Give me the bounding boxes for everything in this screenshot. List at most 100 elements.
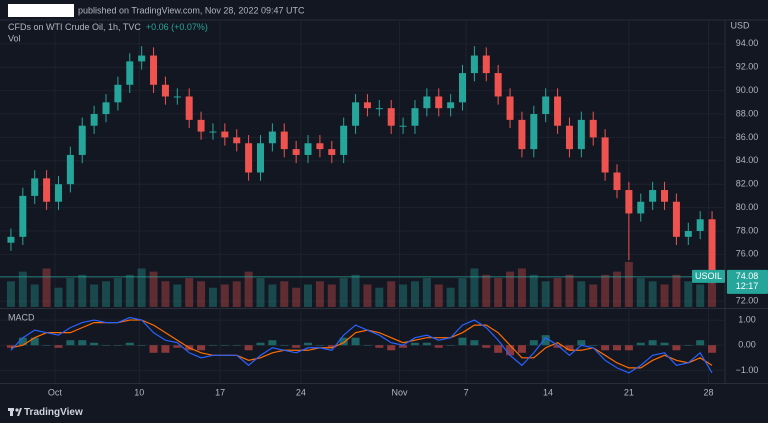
x-tick-label: 24 bbox=[296, 387, 306, 397]
volume-bar bbox=[102, 281, 111, 307]
histogram-bar bbox=[66, 340, 75, 346]
logo-shape bbox=[17, 408, 22, 416]
volume-bar bbox=[541, 281, 550, 307]
price-tag-value: 74.08 bbox=[736, 271, 759, 281]
volume-bar bbox=[161, 281, 170, 307]
candle-body bbox=[114, 84, 122, 103]
macd-label: MACD bbox=[8, 312, 35, 322]
candle-body bbox=[435, 96, 443, 109]
histogram-bar bbox=[553, 345, 562, 348]
histogram-bar bbox=[113, 345, 122, 346]
y-tick-label: −1.00 bbox=[736, 365, 759, 375]
y-tick-label: 92.00 bbox=[736, 62, 759, 72]
volume-bar bbox=[648, 281, 657, 307]
histogram-bar bbox=[280, 345, 289, 346]
volume-bar bbox=[577, 281, 586, 307]
volume-bar bbox=[470, 268, 479, 307]
histogram-bar bbox=[506, 345, 515, 356]
candle-body bbox=[459, 73, 467, 103]
candle-body bbox=[554, 96, 562, 126]
candle-body bbox=[138, 55, 146, 62]
y-tick-label: 82.00 bbox=[736, 179, 759, 189]
volume-bar bbox=[624, 262, 633, 307]
candle-body bbox=[221, 131, 229, 138]
histogram-bar bbox=[517, 345, 526, 353]
volume-bar bbox=[410, 281, 419, 307]
candle-body bbox=[625, 190, 633, 214]
volume-bar bbox=[78, 274, 87, 307]
candle-body bbox=[506, 96, 514, 120]
histogram-bar bbox=[589, 345, 598, 346]
y-tick-label: 72.00 bbox=[736, 296, 759, 306]
volume-bar bbox=[66, 278, 75, 307]
y-tick-label: 1.00 bbox=[738, 314, 756, 324]
candle-body bbox=[340, 125, 348, 155]
volume-bar bbox=[292, 287, 301, 307]
symbol-tag bbox=[692, 269, 725, 283]
histogram-bar bbox=[90, 342, 99, 346]
candle-body bbox=[316, 143, 324, 150]
redacted-box bbox=[8, 4, 74, 17]
histogram-bar bbox=[399, 345, 408, 348]
histogram-bar bbox=[660, 342, 669, 346]
candle-body bbox=[102, 102, 110, 115]
logo-shape bbox=[15, 408, 19, 412]
volume-bar bbox=[54, 287, 63, 307]
candle-body bbox=[363, 102, 371, 109]
histogram-bar bbox=[30, 337, 39, 346]
y-tick-label: 90.00 bbox=[736, 85, 759, 95]
volume-bar bbox=[494, 278, 503, 307]
candle-body bbox=[197, 119, 205, 132]
candle-body bbox=[126, 61, 134, 85]
histogram-bar bbox=[696, 340, 705, 346]
volume-bar bbox=[351, 274, 360, 307]
histogram-bar bbox=[327, 345, 336, 348]
candle-body bbox=[565, 125, 573, 150]
volume-bar bbox=[244, 271, 253, 307]
candle-body bbox=[518, 119, 526, 150]
volume-bar bbox=[18, 271, 27, 307]
volume-bar bbox=[506, 271, 515, 307]
brand-logo: TradingView bbox=[8, 407, 83, 418]
volume-bar bbox=[446, 287, 455, 307]
histogram-bar bbox=[42, 345, 51, 346]
volume-bar bbox=[672, 274, 681, 307]
volume-bar bbox=[90, 284, 99, 307]
histogram-bar bbox=[470, 340, 479, 346]
histogram-bar bbox=[339, 337, 348, 346]
histogram-bar bbox=[173, 345, 182, 348]
candle-body bbox=[399, 125, 407, 127]
volume-bar bbox=[708, 278, 717, 307]
volume-bar bbox=[137, 268, 146, 307]
volume-bar bbox=[208, 287, 217, 307]
volume-bar bbox=[363, 284, 372, 307]
volume-bar bbox=[684, 281, 693, 307]
histogram-bar bbox=[149, 345, 158, 353]
volume-bar bbox=[660, 284, 669, 307]
candle-body bbox=[482, 55, 490, 74]
volume-bar bbox=[529, 274, 538, 307]
volume-bar bbox=[113, 278, 122, 307]
volume-bar bbox=[601, 274, 610, 307]
volume-bar bbox=[327, 284, 336, 307]
histogram-bar bbox=[541, 335, 550, 346]
histogram-bar bbox=[18, 337, 27, 346]
volume-bar bbox=[42, 268, 51, 307]
volume-bar bbox=[399, 284, 408, 307]
candle-body bbox=[328, 149, 336, 155]
candle-body bbox=[304, 143, 312, 155]
x-tick-label: 14 bbox=[543, 387, 553, 397]
histogram-bar bbox=[482, 345, 491, 348]
x-tick-label: Nov bbox=[392, 387, 409, 397]
histogram-bar bbox=[612, 345, 621, 351]
histogram-bar bbox=[244, 345, 253, 351]
volume-bar bbox=[315, 281, 324, 307]
histogram-bar bbox=[363, 345, 372, 346]
candle-body bbox=[54, 184, 62, 202]
candle-body bbox=[637, 201, 645, 214]
candle-body bbox=[387, 108, 395, 126]
candle-body bbox=[494, 73, 502, 97]
candle-body bbox=[708, 219, 716, 277]
histogram-bar bbox=[601, 345, 610, 351]
candle-body bbox=[352, 102, 360, 126]
